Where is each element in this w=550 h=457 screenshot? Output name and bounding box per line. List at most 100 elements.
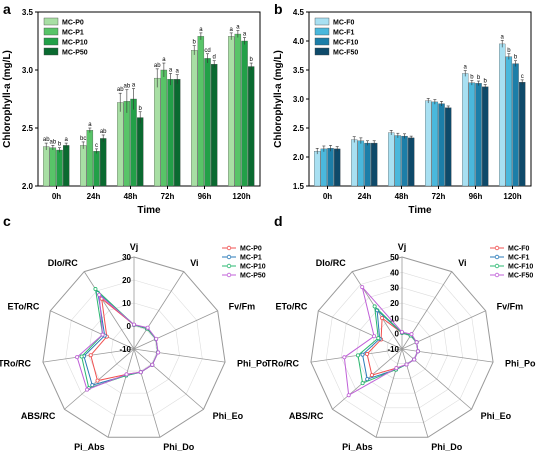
radar-spoke (401, 348, 472, 410)
radar-spoke (83, 271, 135, 350)
significance-label: ab (43, 137, 50, 143)
bar (56, 149, 63, 187)
radar-spoke (133, 348, 161, 438)
y-axis-title: Chlorophyll-a (mg/L) (273, 50, 284, 148)
bar (499, 43, 506, 187)
radar-point (93, 287, 98, 292)
legend-swatch (43, 17, 59, 26)
radar-tick-label: 30 (122, 253, 131, 262)
radar-point (95, 378, 100, 383)
bar (204, 58, 211, 187)
radar-axis-label: Pi_Abs (74, 442, 105, 452)
radar-grid-ring (65, 279, 203, 416)
radar-point (346, 393, 351, 398)
radar-tick-label: -10 (119, 345, 131, 354)
radar-point (355, 353, 360, 358)
radar-axis-label: ETo/RC (276, 302, 308, 312)
radar-spoke (64, 348, 135, 410)
bar (167, 79, 174, 187)
bar (314, 151, 321, 187)
legend-swatch (314, 47, 330, 56)
radar-point (342, 355, 347, 360)
radar-axis-label: DIo/RC (316, 258, 346, 268)
radar-point (380, 316, 385, 321)
legend-label: MC-P1 (240, 255, 262, 262)
radar-point (360, 285, 365, 290)
bar (388, 132, 395, 187)
radar-tick-label: 20 (122, 276, 131, 285)
x-tick-label: 48h (124, 192, 138, 201)
legend-label: MC-F50 (508, 273, 533, 280)
radar-axis-label: ABS/RC (289, 411, 324, 421)
bar (425, 100, 432, 187)
radar-spoke (318, 310, 403, 350)
y-tick-label: 3.0 (22, 66, 34, 75)
significance-label: a (199, 27, 203, 33)
bar (364, 142, 371, 187)
legend-label: MC-P10 (240, 264, 266, 271)
radar-grid-ring (110, 325, 158, 372)
significance-label: ab (154, 63, 161, 69)
bar (93, 151, 100, 187)
significance-label: ab (100, 129, 107, 135)
radar-point (100, 332, 105, 337)
significance-label: b (139, 106, 143, 112)
radar-point (124, 372, 129, 377)
radar-axis-label: Vi (190, 258, 198, 268)
legend-label: MC-F1 (508, 255, 529, 262)
significance-label: b (58, 142, 62, 148)
x-tick-label: 96h (198, 192, 212, 201)
radar-grid-ring (340, 287, 464, 409)
radar-grid-ring (310, 256, 494, 438)
bar (462, 73, 469, 187)
significance-label: b (507, 48, 511, 54)
legend-label: MC-P10 (62, 40, 88, 47)
radar-axis-label: Vj (398, 242, 407, 252)
bar (160, 69, 168, 187)
radar-tick-label: 10 (122, 299, 131, 308)
bar (327, 148, 334, 187)
bar (228, 36, 235, 187)
legend-label: MC-F1 (333, 30, 354, 37)
radar-point (154, 336, 159, 341)
radar-spoke (42, 348, 135, 363)
bar (512, 63, 519, 187)
legend-label: MC-P0 (62, 20, 84, 27)
bar (137, 117, 144, 187)
significance-label: a (88, 122, 92, 128)
panel-letter: b (274, 1, 283, 17)
legend-swatch (43, 47, 59, 56)
radar-axis-label: Vi (458, 258, 466, 268)
radar-point (97, 292, 102, 297)
bar (371, 142, 378, 187)
legend-swatch (43, 37, 59, 46)
y-tick-label: 1.5 (293, 182, 305, 191)
significance-label: a (65, 137, 69, 143)
bar (117, 102, 124, 187)
y-tick-label: 2.0 (293, 153, 305, 162)
radar-point (409, 332, 414, 337)
legend-marker (226, 263, 232, 269)
radar-point (79, 354, 84, 359)
bar (100, 138, 107, 187)
x-tick-label: 120h (503, 192, 521, 201)
significance-label: b (477, 75, 481, 81)
radar-point (360, 352, 365, 357)
significance-label: a (132, 83, 136, 89)
significance-label: c (95, 143, 98, 149)
radar-point (372, 334, 377, 339)
panel-letter: d (274, 213, 283, 229)
significance-label: ab (117, 87, 124, 93)
bar (49, 147, 57, 187)
panel-letter: a (3, 1, 11, 17)
significance-label: b (193, 40, 197, 46)
bar (519, 82, 526, 187)
radar-tick-label: 10 (390, 314, 399, 323)
radar-point (150, 362, 155, 367)
significance-label: a (176, 69, 180, 75)
significance-label: cd (204, 48, 210, 54)
significance-label: bc (80, 136, 86, 142)
bar (43, 146, 50, 187)
